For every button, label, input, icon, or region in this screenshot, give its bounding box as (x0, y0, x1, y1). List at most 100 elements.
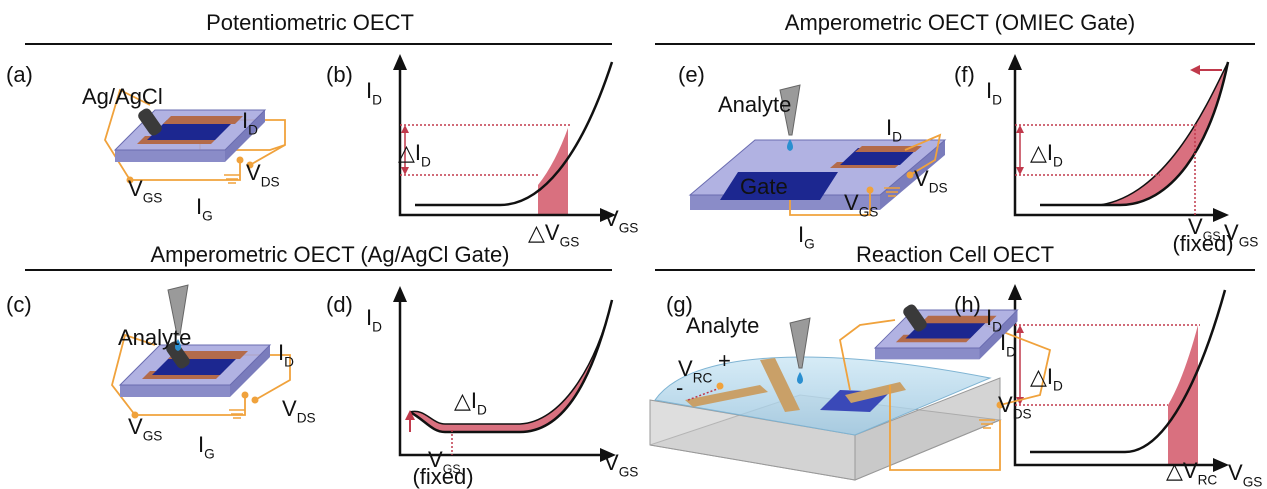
label-subscript: DS (261, 175, 280, 190)
substrate-front (115, 150, 225, 162)
label-main: △I (398, 140, 421, 165)
label-main: I (886, 115, 892, 140)
label-subscript: RC (1198, 473, 1218, 488)
channel (840, 148, 918, 165)
label: (e) (678, 62, 705, 87)
axis (398, 298, 604, 457)
axis-arrow (1008, 284, 1022, 300)
electrode (920, 315, 997, 324)
label: IG (196, 194, 213, 224)
delta-arrow-head (1016, 167, 1024, 175)
label-main: I (798, 222, 804, 247)
wire (904, 133, 942, 176)
label: VGS (1228, 460, 1262, 489)
transfer-curve (1040, 61, 1230, 207)
label-main: V (1228, 460, 1243, 485)
label-main: I (366, 78, 372, 103)
pipette (167, 284, 189, 336)
substrate-front (875, 348, 980, 360)
label-subscript: GS (443, 462, 461, 476)
ground (224, 174, 240, 184)
transfer-curve-shifted (1040, 61, 1229, 206)
label-main: V (246, 160, 261, 185)
label-subscript: GS (859, 205, 879, 220)
gate-electrode (720, 172, 838, 200)
shift-arrow-head (405, 410, 415, 420)
label: (a) (6, 62, 33, 87)
terminal (126, 176, 134, 184)
label-main: V (282, 396, 297, 421)
axis-arrow (1213, 458, 1229, 472)
label-main: V (844, 190, 859, 215)
label-subscript: DS (929, 181, 948, 196)
label-main: V (1224, 220, 1239, 245)
terminal (241, 391, 249, 399)
pipette (789, 317, 811, 369)
labels: Potentiometric OECT Amperometric OECT (OM… (6, 10, 1262, 489)
shaded-region (538, 128, 568, 215)
label-main: V (678, 356, 693, 381)
section-title: Potentiometric OECT (206, 10, 414, 35)
substrate-side (230, 345, 270, 397)
axis-arrow (600, 208, 616, 222)
label-subscript: D (477, 403, 487, 418)
label: VGS (844, 190, 878, 220)
delta-arrow-head (1016, 125, 1024, 133)
label: (g) (666, 292, 693, 317)
ground (979, 419, 995, 429)
label: VGS (128, 414, 162, 444)
shaded-region (1168, 325, 1198, 465)
shift-arrow-head (1190, 65, 1200, 75)
terminal (251, 396, 259, 404)
transfer-curve-shifted (409, 299, 613, 425)
wire (889, 385, 1001, 471)
label: (h) (954, 292, 981, 317)
terminal (906, 171, 914, 179)
label: + (718, 348, 731, 373)
substrate-side (979, 310, 1018, 360)
label: (b) (326, 62, 353, 87)
axis-arrow (1213, 208, 1229, 222)
label-main: △V (528, 220, 560, 245)
label: ID (986, 305, 1002, 335)
label: ID (1000, 330, 1016, 360)
label-main: V (914, 166, 929, 191)
schematics (104, 54, 1230, 481)
label-main: △I (1030, 364, 1053, 389)
wire (111, 333, 246, 416)
working-electrode (685, 385, 768, 407)
label: IG (198, 432, 215, 462)
pipette (779, 84, 801, 136)
axis (1013, 296, 1217, 467)
terminal (236, 156, 244, 164)
label-subscript: GS (1243, 475, 1263, 489)
substrate-front (120, 385, 230, 397)
label: ID (278, 340, 294, 370)
label-main: V (1188, 214, 1203, 239)
analyte-drop (787, 139, 793, 151)
label-main: I (986, 78, 992, 103)
oect-device (118, 344, 272, 397)
substrate-side (225, 110, 265, 162)
wire (789, 190, 871, 216)
label-main: V (428, 447, 443, 472)
transfer-curve (415, 61, 614, 207)
section-title: Reaction Cell OECT (856, 242, 1054, 267)
label: IG (798, 222, 815, 252)
label-subscript: DS (297, 411, 316, 426)
shaded-region (410, 300, 612, 432)
terminal (866, 186, 874, 194)
label: Gate (740, 174, 788, 199)
label-main: △V (1166, 458, 1198, 483)
label-subscript: D (1006, 345, 1016, 360)
label-main: I (278, 340, 284, 365)
label: △ID (1030, 140, 1063, 170)
label: (c) (6, 292, 32, 317)
reference-electrode (166, 341, 190, 369)
label: (f) (954, 62, 975, 87)
label-main: I (198, 432, 204, 457)
label-subscript: D (421, 155, 431, 170)
working-electrode (760, 358, 800, 412)
label-subscript: D (1053, 379, 1063, 394)
label: VGS (604, 206, 638, 236)
